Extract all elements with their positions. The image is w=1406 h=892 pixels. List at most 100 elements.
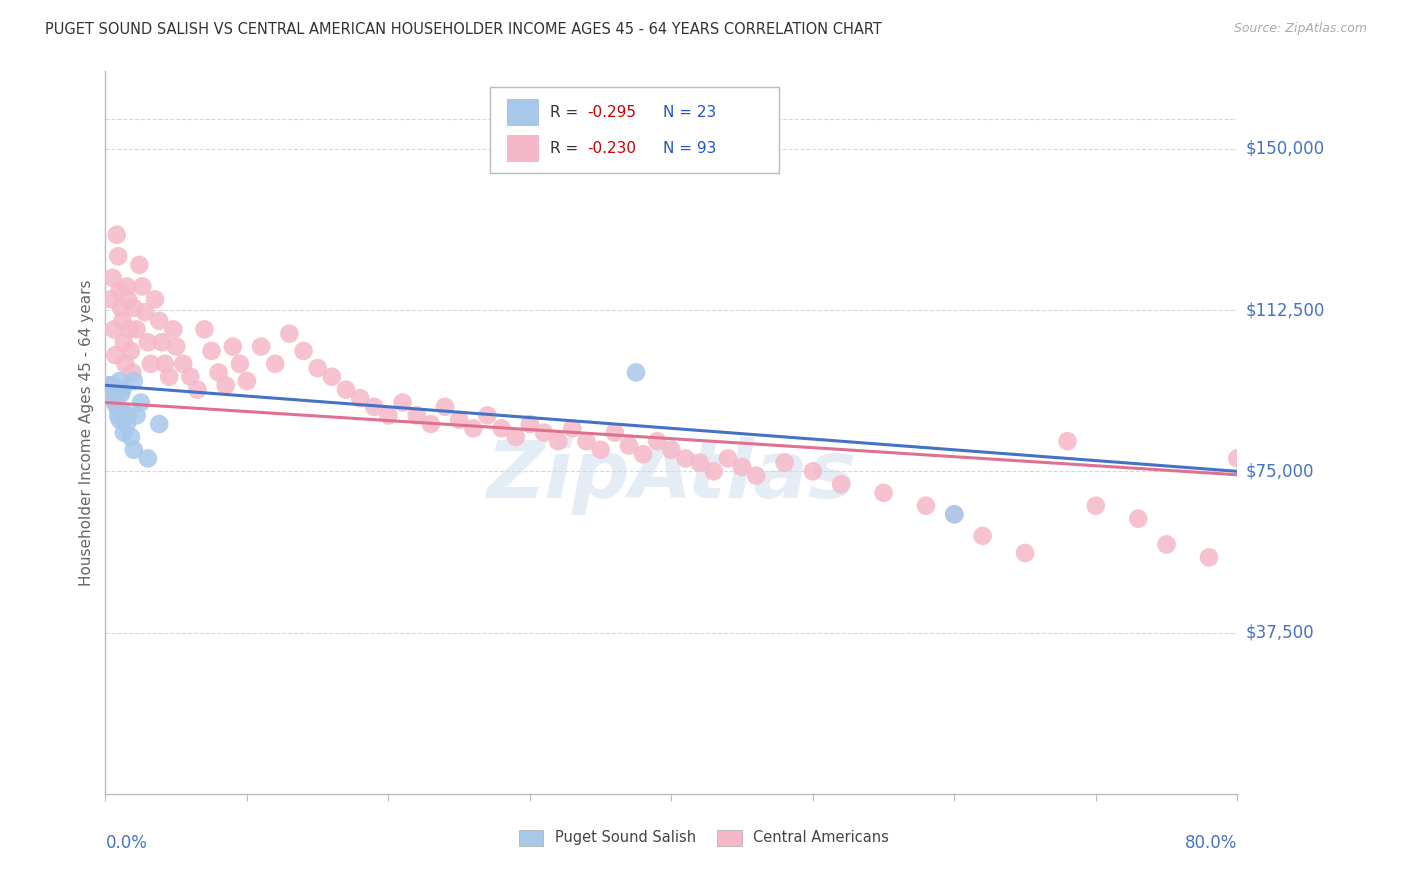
Point — [118, 322, 141, 336]
Text: N = 93: N = 93 — [664, 141, 717, 156]
Point — [250, 340, 273, 354]
Point — [172, 357, 194, 371]
Point — [830, 477, 852, 491]
Point — [107, 249, 129, 263]
Point — [148, 417, 170, 431]
Point — [589, 442, 612, 457]
Point — [107, 409, 129, 423]
Point — [433, 400, 456, 414]
Point — [101, 270, 124, 285]
Point — [115, 417, 138, 431]
Text: -0.295: -0.295 — [588, 105, 637, 120]
Point — [162, 322, 184, 336]
Point — [179, 369, 201, 384]
Point — [101, 378, 124, 392]
Point — [150, 335, 173, 350]
Bar — [717, 830, 741, 846]
Point — [115, 279, 138, 293]
Point — [1056, 434, 1078, 449]
Point — [104, 348, 127, 362]
Point — [321, 369, 343, 384]
Point — [128, 258, 150, 272]
Point — [114, 357, 136, 371]
Point — [717, 451, 740, 466]
Point — [111, 404, 134, 418]
Point — [122, 442, 145, 457]
Text: -0.230: -0.230 — [588, 141, 637, 156]
Point — [193, 322, 215, 336]
Point — [463, 421, 485, 435]
Point — [575, 434, 598, 449]
Point — [943, 508, 966, 522]
Point — [111, 383, 134, 397]
Point — [547, 434, 569, 449]
Point — [363, 400, 385, 414]
Point — [104, 395, 127, 409]
Point — [1226, 451, 1249, 466]
Point — [148, 314, 170, 328]
Point — [117, 409, 139, 423]
Bar — [519, 830, 544, 846]
Point — [157, 369, 180, 384]
Point — [349, 391, 371, 405]
Text: $37,500: $37,500 — [1246, 624, 1315, 641]
Point — [773, 456, 796, 470]
Point — [264, 357, 287, 371]
Point — [103, 387, 125, 401]
Point — [125, 409, 148, 423]
Point — [125, 322, 148, 336]
Point — [603, 425, 626, 440]
Point — [98, 378, 121, 392]
Point — [208, 366, 231, 380]
Text: $150,000: $150,000 — [1246, 140, 1324, 158]
Text: Central Americans: Central Americans — [752, 830, 889, 846]
Point — [943, 508, 966, 522]
Point — [449, 413, 471, 427]
Point — [1198, 550, 1220, 565]
Point — [186, 383, 208, 397]
Text: Source: ZipAtlas.com: Source: ZipAtlas.com — [1233, 22, 1367, 36]
Point — [200, 343, 222, 358]
Point — [307, 361, 329, 376]
Point — [120, 343, 142, 358]
Point — [703, 464, 725, 478]
Point — [108, 374, 131, 388]
FancyBboxPatch shape — [491, 87, 779, 172]
Text: $75,000: $75,000 — [1246, 462, 1315, 480]
Point — [236, 374, 259, 388]
Point — [561, 421, 583, 435]
Point — [1128, 511, 1150, 525]
Point — [110, 301, 132, 315]
Point — [675, 451, 697, 466]
Text: $112,500: $112,500 — [1246, 301, 1324, 319]
Point — [278, 326, 301, 341]
Y-axis label: Householder Income Ages 45 - 64 years: Householder Income Ages 45 - 64 years — [79, 279, 94, 586]
Point — [215, 378, 238, 392]
Point — [731, 460, 754, 475]
Point — [105, 400, 128, 414]
Point — [1156, 537, 1178, 551]
Point — [519, 417, 541, 431]
Point — [117, 293, 139, 307]
Point — [491, 421, 513, 435]
Point — [112, 335, 135, 350]
Point — [624, 366, 647, 380]
Bar — [508, 99, 538, 127]
Point — [972, 529, 994, 543]
Text: R =: R = — [550, 141, 583, 156]
Point — [120, 430, 142, 444]
Point — [111, 314, 134, 328]
Point — [292, 343, 315, 358]
Point — [108, 284, 131, 298]
Text: N = 23: N = 23 — [664, 105, 717, 120]
Point — [391, 395, 413, 409]
Text: R =: R = — [550, 105, 583, 120]
Point — [1014, 546, 1036, 560]
Point — [405, 409, 427, 423]
Point — [97, 378, 120, 392]
Text: 0.0%: 0.0% — [105, 834, 148, 852]
Point — [872, 485, 894, 500]
Text: Puget Sound Salish: Puget Sound Salish — [555, 830, 696, 846]
Point — [98, 391, 121, 405]
Text: 80.0%: 80.0% — [1185, 834, 1237, 852]
